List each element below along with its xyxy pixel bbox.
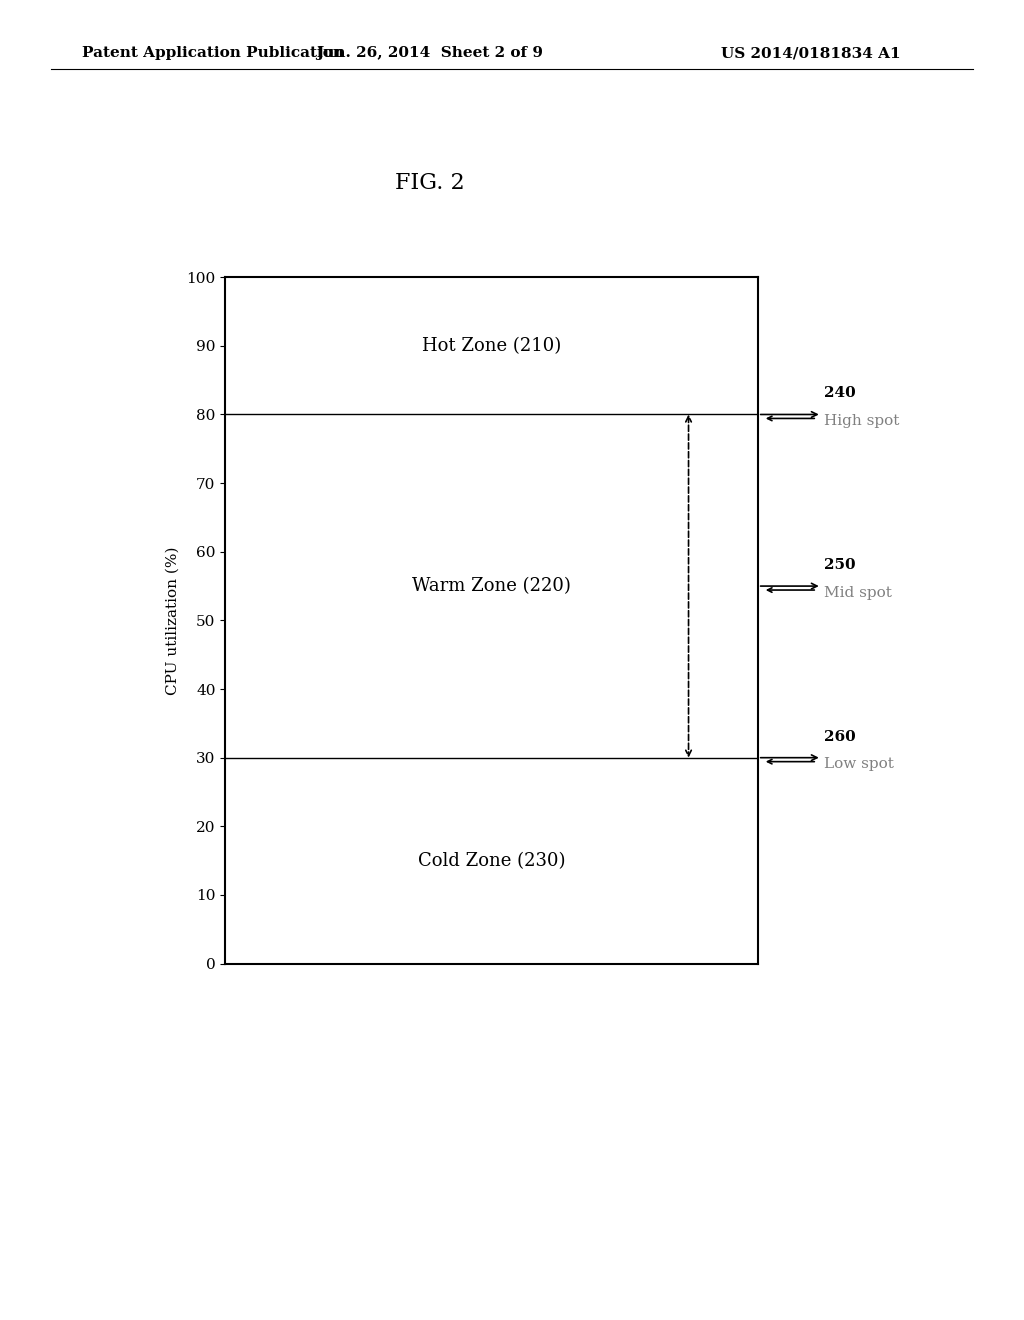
Text: Mid spot: Mid spot <box>824 586 892 599</box>
Text: 240: 240 <box>824 387 856 400</box>
Y-axis label: CPU utilization (%): CPU utilization (%) <box>165 546 179 694</box>
Text: Patent Application Publication: Patent Application Publication <box>82 46 344 61</box>
Text: 250: 250 <box>824 558 856 572</box>
Text: Jun. 26, 2014  Sheet 2 of 9: Jun. 26, 2014 Sheet 2 of 9 <box>316 46 544 61</box>
Text: Low spot: Low spot <box>824 758 894 771</box>
Text: 260: 260 <box>824 730 856 743</box>
Text: Hot Zone (210): Hot Zone (210) <box>422 337 561 355</box>
Text: High spot: High spot <box>824 414 900 428</box>
Text: Cold Zone (230): Cold Zone (230) <box>418 851 565 870</box>
Text: FIG. 2: FIG. 2 <box>395 172 465 194</box>
Text: Warm Zone (220): Warm Zone (220) <box>412 577 571 595</box>
Text: US 2014/0181834 A1: US 2014/0181834 A1 <box>722 46 901 61</box>
